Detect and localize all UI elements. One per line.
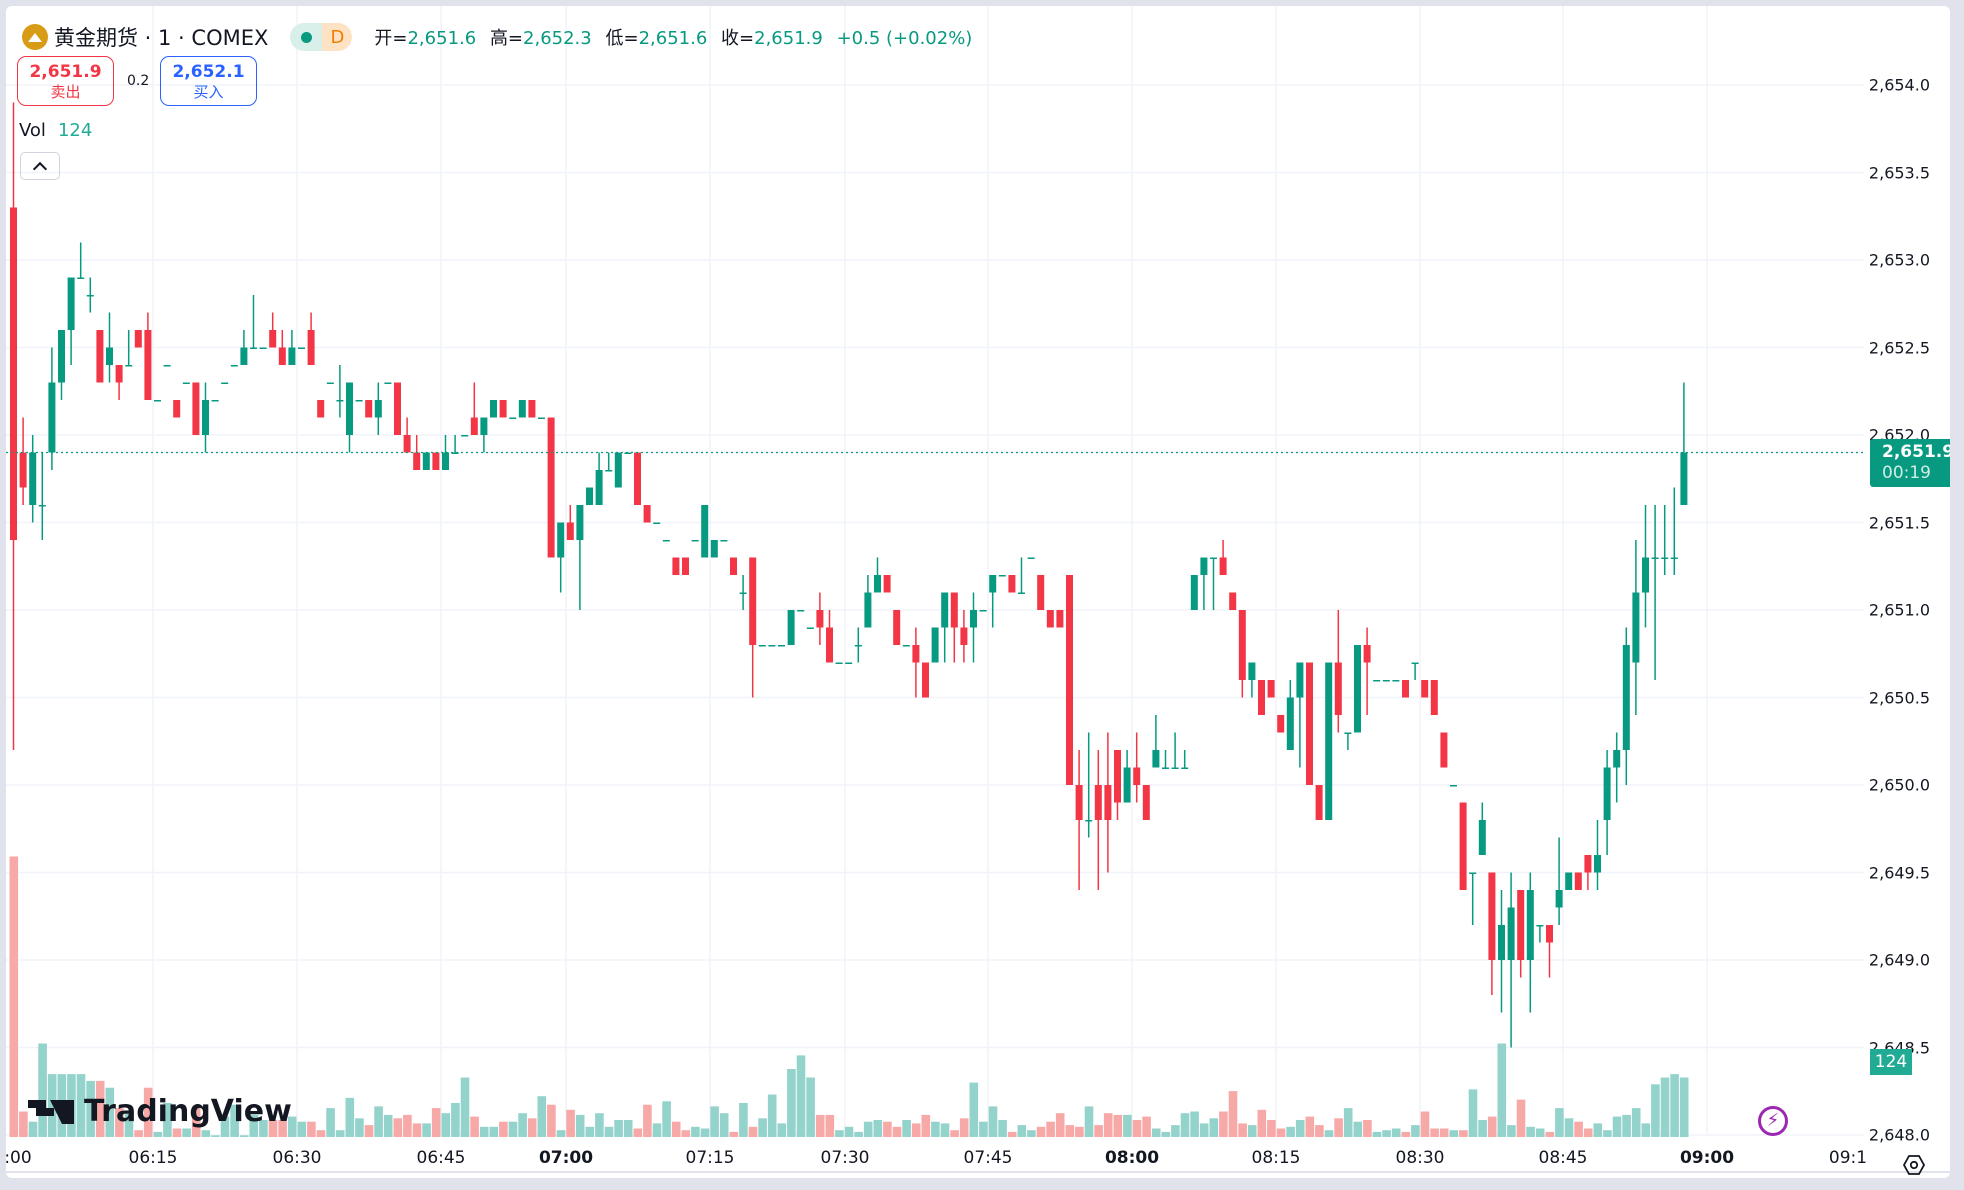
sell-button[interactable]: 2,651.9 卖出	[17, 56, 114, 106]
price-tick-label: 2,651.5	[1868, 513, 1930, 532]
buy-label: 买入	[193, 83, 224, 101]
price-tick-label: 2,649.5	[1868, 863, 1930, 882]
tradingview-logo[interactable]: TradingView	[28, 1094, 292, 1129]
time-tick-label: 08:45	[1538, 1148, 1588, 1168]
close-label: 收=	[721, 28, 755, 49]
low-label: 低=	[605, 28, 639, 49]
time-tick-label: 07:00	[538, 1148, 594, 1168]
market-open-dot-icon	[290, 23, 323, 51]
volume-value: 124	[57, 120, 93, 141]
price-tick-label: 2,653.5	[1868, 163, 1930, 182]
tradingview-mark-icon	[28, 1099, 74, 1124]
settings-gear-icon[interactable]	[1902, 1153, 1926, 1177]
price-tick-label: 2,650.0	[1868, 775, 1930, 795]
last-price-label: 2,651.9 00:19	[1870, 439, 1950, 487]
last-volume-label: 124	[1870, 1049, 1912, 1075]
time-tick-label: 06:15	[128, 1148, 178, 1168]
price-tick-label: 2,650.5	[1868, 688, 1930, 707]
volume-label: Vol	[19, 120, 46, 141]
time-tick-label: 08:15	[1251, 1148, 1301, 1168]
price-tick-label: 2,651.0	[1868, 600, 1930, 620]
chart-header: 黄金期货 · 1 · COMEX D 开=2,651.6 高=2,652.3 低…	[22, 20, 980, 54]
session-badge: D	[322, 23, 353, 51]
time-tick-label: 08:30	[1395, 1148, 1445, 1168]
spread-value: 0.2	[127, 73, 150, 89]
bar-countdown: 00:19	[1882, 463, 1931, 483]
low-value: 2,651.6	[638, 28, 708, 49]
change-value: +0.5 (+0.02%)	[836, 28, 973, 49]
chart-panel: 黄金期货 · 1 · COMEX D 开=2,651.6 高=2,652.3 低…	[6, 6, 1950, 1178]
gold-logo-icon	[22, 24, 48, 50]
price-chart[interactable]	[6, 6, 1950, 1178]
time-tick-label: 07:15	[685, 1148, 735, 1168]
high-label: 高=	[489, 28, 524, 49]
time-tick-label: :00	[6, 1148, 32, 1168]
time-tick-label: 08:00	[1104, 1148, 1160, 1168]
close-value: 2,651.9	[754, 28, 823, 49]
tradingview-wordmark: TradingView	[84, 1094, 292, 1129]
open-label: 开=	[374, 28, 408, 49]
lightning-event-icon[interactable]: ⚡	[1758, 1106, 1788, 1136]
price-tick-label: 2,654.0	[1868, 75, 1930, 95]
time-tick-label: 07:45	[963, 1148, 1013, 1168]
sell-label: 卖出	[50, 83, 81, 101]
volume-legend[interactable]: Vol 124	[19, 120, 92, 141]
price-tick-label: 2,653.0	[1868, 250, 1930, 270]
ohlc-legend: 开=2,651.6 高=2,652.3 低=2,651.6 收=2,651.9 …	[374, 24, 980, 50]
time-tick-label: 06:30	[272, 1148, 322, 1168]
price-tick-label: 2,652.5	[1868, 338, 1930, 357]
buy-button[interactable]: 2,652.1 买入	[160, 56, 257, 106]
high-value: 2,652.3	[523, 28, 592, 49]
time-tick-label: 07:30	[820, 1148, 870, 1168]
symbol-title[interactable]: 黄金期货 · 1 · COMEX	[54, 26, 269, 50]
collapse-legend-button[interactable]	[20, 152, 60, 180]
price-tick-label: 2,648.0	[1868, 1125, 1930, 1145]
market-status-pill[interactable]: D	[290, 23, 353, 51]
buy-price: 2,652.1	[172, 62, 245, 82]
sell-price: 2,651.9	[29, 62, 102, 82]
open-value: 2,651.6	[407, 28, 477, 49]
last-price-value: 2,651.9	[1882, 442, 1950, 462]
time-tick-label: 09:00	[1679, 1148, 1735, 1168]
price-tick-label: 2,649.0	[1868, 950, 1930, 970]
time-tick-label: 09:1	[1828, 1148, 1868, 1168]
time-tick-label: 06:45	[416, 1148, 466, 1168]
